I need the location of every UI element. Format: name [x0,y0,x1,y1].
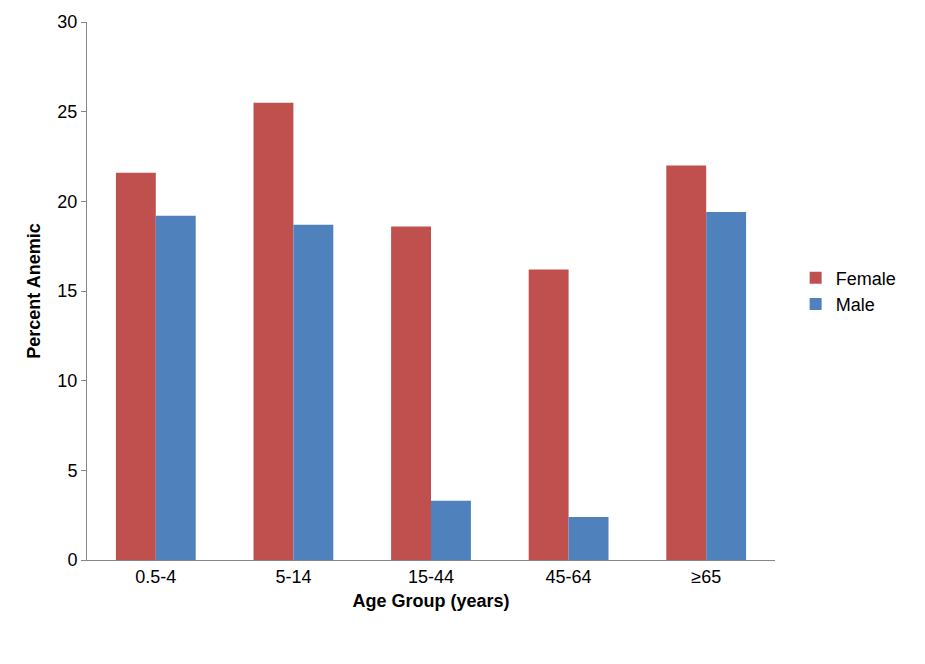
svg-text:0: 0 [67,550,77,570]
svg-text:5: 5 [67,461,77,481]
svg-text:0.5-4: 0.5-4 [135,567,176,587]
svg-text:45-64: 45-64 [546,567,592,587]
svg-text:Age Group (years): Age Group (years) [352,591,509,611]
svg-text:5-14: 5-14 [275,567,311,587]
svg-text:20: 20 [57,192,77,212]
svg-text:10: 10 [57,371,77,391]
svg-text:25: 25 [57,102,77,122]
svg-text:Male: Male [836,295,875,315]
svg-text:Female: Female [836,269,896,289]
svg-text:≥65: ≥65 [691,567,721,587]
svg-text:15-44: 15-44 [408,567,454,587]
svg-text:30: 30 [57,12,77,32]
svg-text:15: 15 [57,281,77,301]
svg-text:Percent Anemic: Percent Anemic [24,223,44,358]
